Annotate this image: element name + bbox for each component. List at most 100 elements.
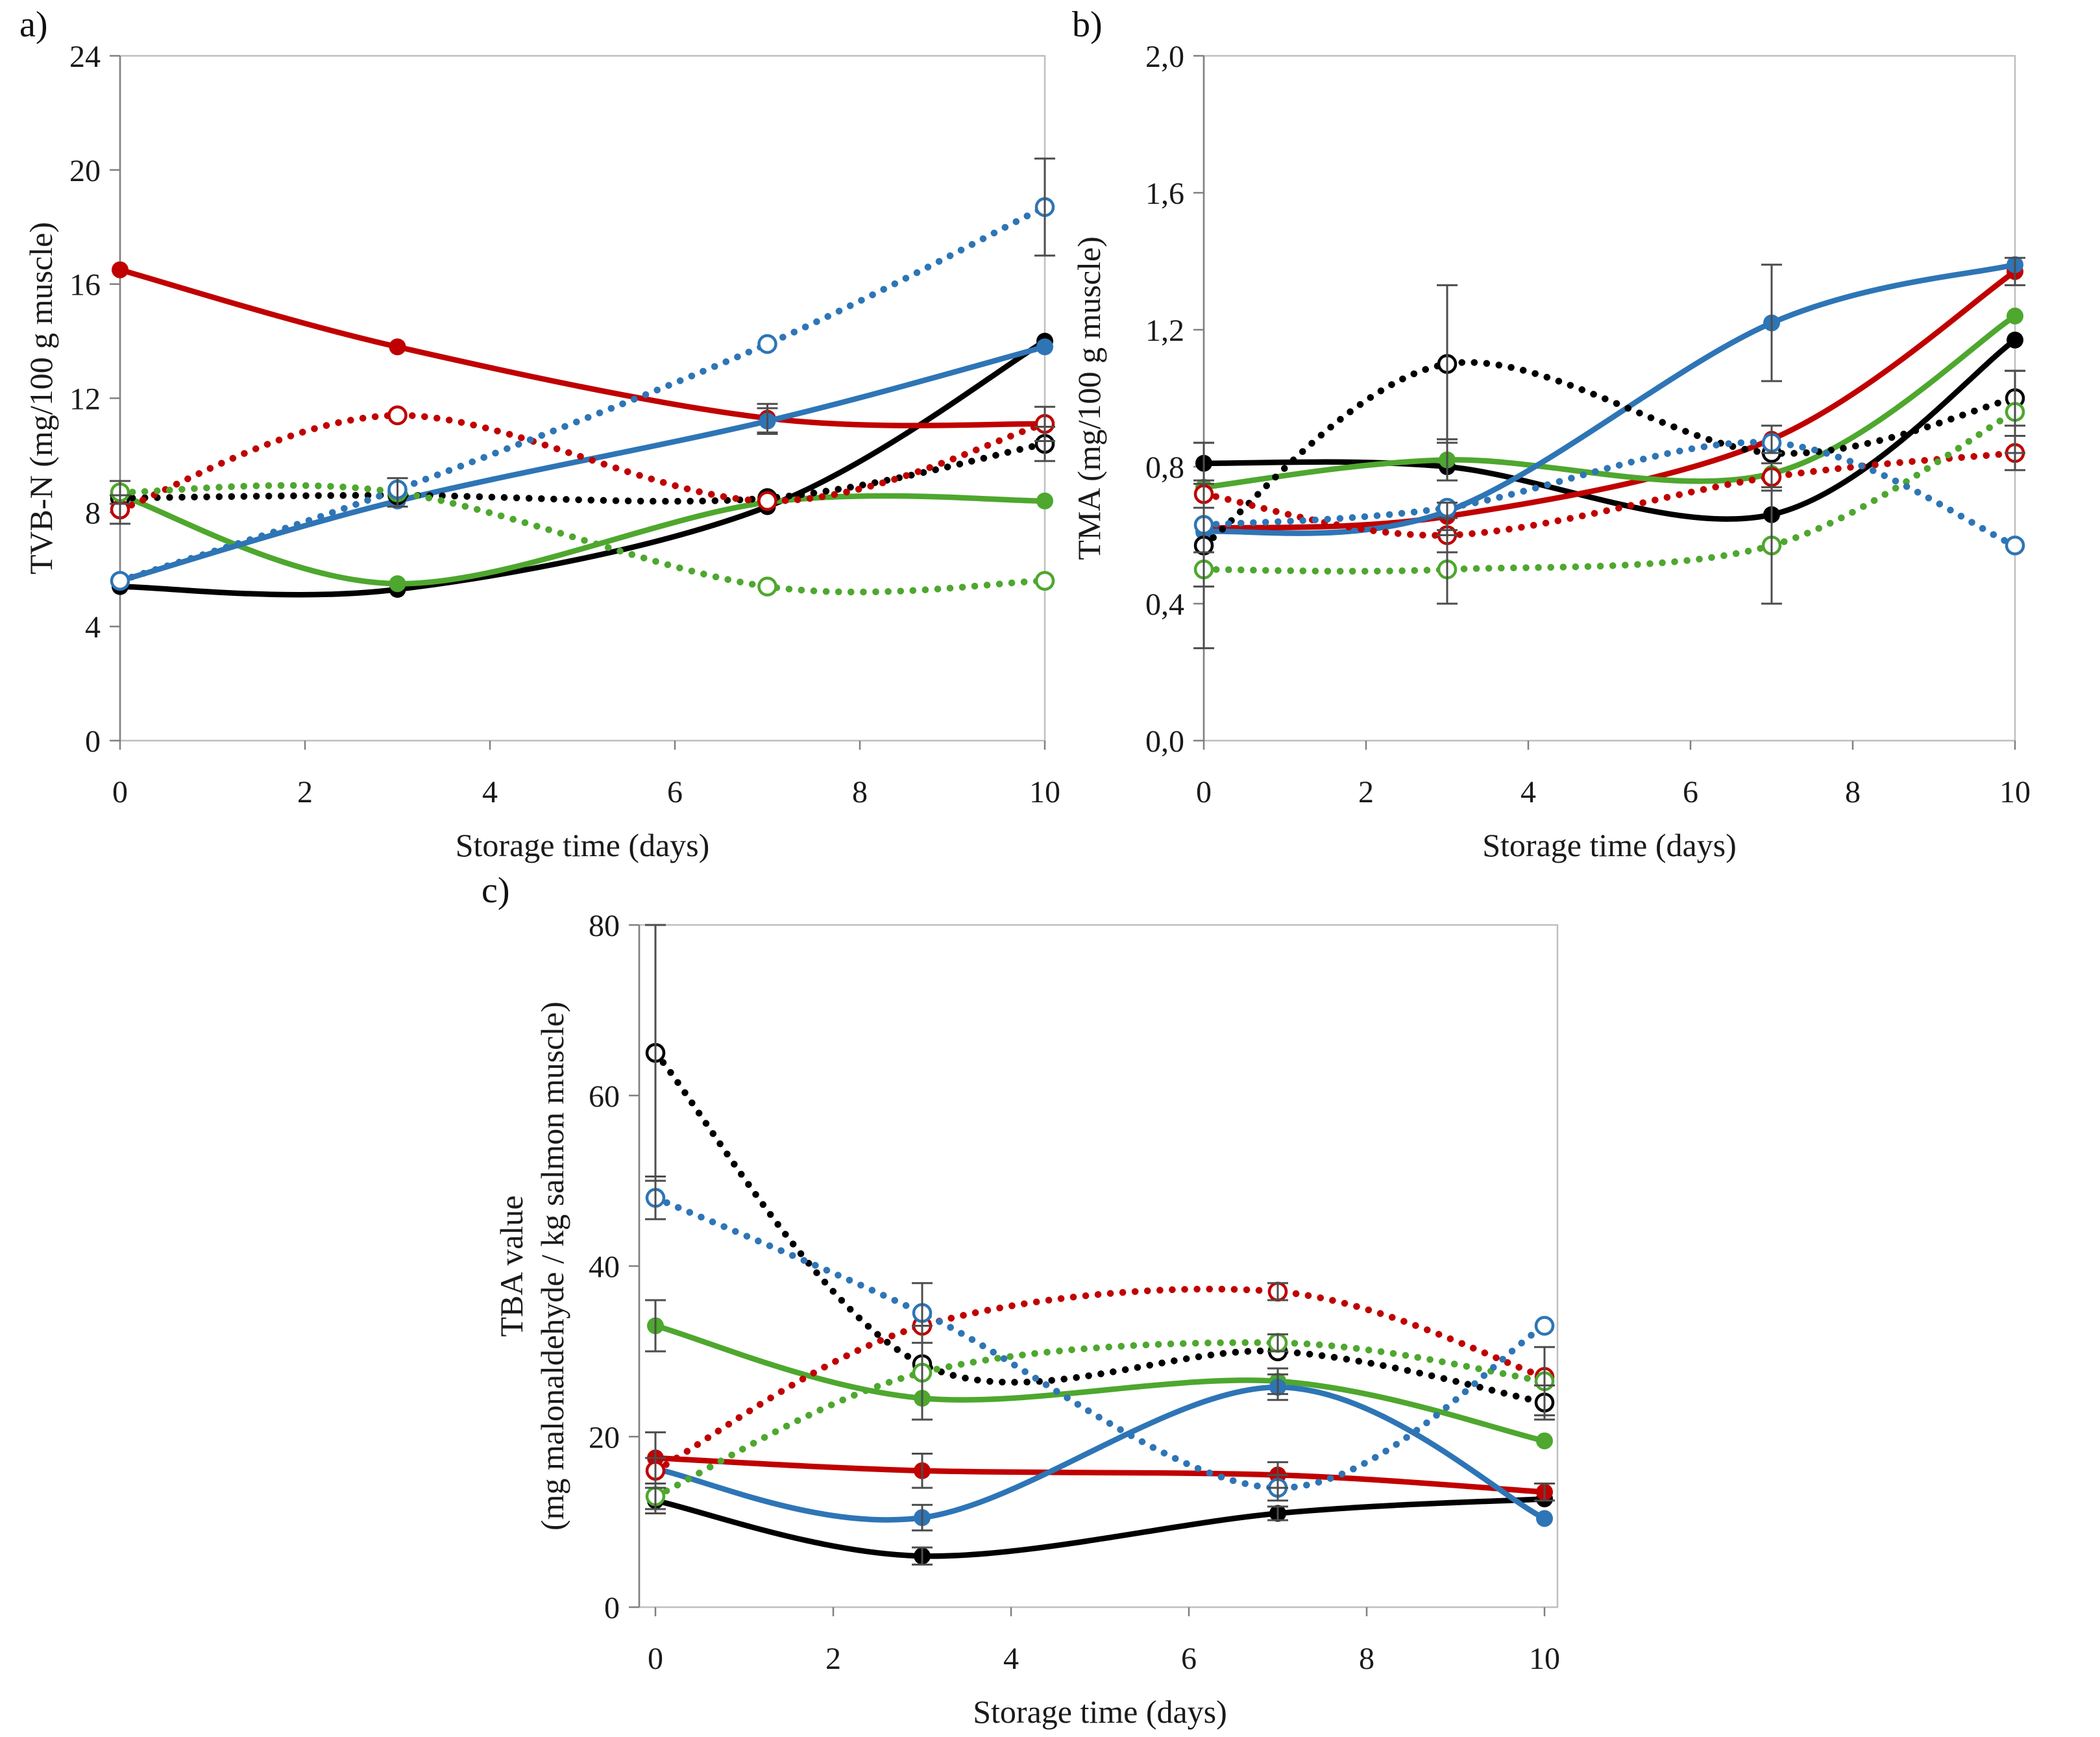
marker-a-red-solid-day3 bbox=[389, 338, 406, 356]
series-line-green-dotted bbox=[116, 482, 1049, 596]
chart-tma: 0,0 0,4 0,8 1,2 1,6 2,0 0 2 4 6 8 10 Storage time (d… bbox=[1071, 40, 2031, 863]
panel-label-c: c) bbox=[482, 870, 510, 911]
series-line-blue-solid bbox=[1201, 262, 2018, 536]
series-line-black-dotted bbox=[1200, 359, 2019, 549]
error-bar-a-red-dotted-10 bbox=[1034, 406, 1055, 442]
y-tick-label: 2,0 bbox=[1145, 40, 1184, 74]
x-tick-label: 0 bbox=[112, 775, 128, 809]
x-tick-label: 8 bbox=[1845, 775, 1861, 809]
error-bar-c-green-dotted-0 bbox=[645, 1483, 666, 1510]
error-bar-b-green-dotted-10 bbox=[2005, 369, 2025, 454]
marker-c-green-solid-day10 bbox=[1536, 1432, 1553, 1449]
marker-a-red-dotted-day3 bbox=[387, 405, 408, 426]
error-bar-b-green-dotted-0 bbox=[1193, 551, 1214, 588]
x-tick-label: 4 bbox=[482, 775, 498, 809]
series-c-black-solid bbox=[647, 1490, 1553, 1565]
x-tick-label: 10 bbox=[1999, 775, 2031, 809]
series-line-black-dotted bbox=[652, 1049, 1548, 1406]
x-tick-label: 0 bbox=[648, 1642, 663, 1676]
marker-a-red-dotted-day7 bbox=[757, 491, 777, 511]
series-line-red-solid bbox=[117, 267, 1048, 428]
error-bar-b-green-dotted-3 bbox=[1437, 534, 1458, 605]
marker-a-green-dotted-day10 bbox=[1034, 571, 1055, 591]
series-a-blue-dotted bbox=[110, 197, 1055, 591]
y-axis-label-c-0: TBA value bbox=[493, 1195, 530, 1337]
marker-a-green-solid-day10 bbox=[1036, 492, 1053, 510]
series-b-green-dotted bbox=[1193, 402, 2025, 580]
series-line-green-solid bbox=[652, 1323, 1548, 1444]
y-tick-label: 1,2 bbox=[1145, 314, 1184, 348]
y-axis-label-c-1: (mg malonaldehyde / kg salmon muscle) bbox=[534, 1002, 570, 1531]
error-bar-b-red-solid-7 bbox=[1761, 425, 1782, 454]
error-bar-c-blue-dotted-3 bbox=[912, 1282, 933, 1344]
panel-label-b: b) bbox=[1072, 5, 1103, 45]
error-bar-c-red-solid-3 bbox=[912, 1453, 933, 1489]
error-bar-c-blue-solid-3 bbox=[912, 1503, 933, 1532]
series-b-blue-dotted bbox=[1193, 432, 2025, 556]
series-line-red-solid bbox=[1201, 269, 2018, 532]
plot-area-a bbox=[119, 55, 1046, 742]
series-line-red-dotted bbox=[652, 1285, 1548, 1475]
chart-tba: 0 20 40 60 80 0 2 4 6 8 10 Storage time (days) TBA v… bbox=[493, 909, 1560, 1730]
error-bar-c-blue-dotted-0 bbox=[645, 1176, 666, 1220]
error-bar-b-black-dotted-3 bbox=[1437, 284, 1458, 444]
y-tick-label: 0,4 bbox=[1145, 587, 1184, 622]
series-line-red-dotted bbox=[116, 412, 1049, 513]
error-bar-b-black-dotted-0 bbox=[1193, 441, 1214, 650]
plot-area-b bbox=[1203, 55, 2016, 742]
y-axis-label-a-0: TVB-N (mg/100 g muscle) bbox=[23, 222, 59, 574]
y-tick-label: 40 bbox=[589, 1250, 620, 1285]
y-axis-a: 0 4 8 12 16 20 24 bbox=[69, 40, 120, 759]
x-axis-b: 0 2 4 6 8 10 bbox=[1196, 741, 2031, 809]
y-tick-label: 80 bbox=[589, 909, 620, 943]
x-axis-a: 0 2 4 6 8 10 bbox=[112, 741, 1060, 809]
y-axis-c: 0 20 40 60 80 bbox=[589, 909, 639, 1625]
marker-a-blue-dotted-day0 bbox=[110, 571, 130, 591]
error-bar-a-green-dotted-3 bbox=[387, 477, 408, 508]
marker-b-blue-dotted-day10 bbox=[2005, 536, 2025, 556]
panel-label-a: a) bbox=[19, 5, 48, 45]
series-a-black-solid bbox=[112, 332, 1053, 598]
y-tick-label: 24 bbox=[69, 40, 101, 74]
y-tick-label: 0 bbox=[604, 1591, 620, 1625]
series-line-green-solid bbox=[1201, 313, 2018, 490]
y-tick-label: 20 bbox=[589, 1420, 620, 1455]
error-bar-b-green-dotted-7 bbox=[1761, 486, 1782, 605]
y-axis-label-b-0: TMA (mg/100 g muscle) bbox=[1071, 236, 1107, 560]
error-bar-c-blue-dotted-7 bbox=[1267, 1473, 1288, 1502]
error-bar-c-green-dotted-7 bbox=[1267, 1333, 1288, 1353]
error-bar-a-green-dotted-0 bbox=[110, 480, 130, 505]
error-bar-b-red-dotted-0 bbox=[1193, 479, 1214, 509]
series-line-black-solid bbox=[652, 1496, 1548, 1559]
x-tick-label: 8 bbox=[1359, 1642, 1374, 1676]
x-tick-label: 2 bbox=[825, 1642, 841, 1676]
marker-a-green-solid-day3 bbox=[389, 575, 406, 593]
x-tick-label: 2 bbox=[1358, 775, 1374, 809]
error-bar-b-blue-solid-7 bbox=[1761, 264, 1782, 382]
x-axis-label-a: Storage time (days) bbox=[456, 827, 710, 863]
error-bar-a-blue-solid-7 bbox=[757, 407, 778, 435]
error-bar-c-blue-solid-7 bbox=[1267, 1373, 1288, 1401]
error-bar-c-green-solid-0 bbox=[645, 1299, 666, 1353]
series-c-red-solid bbox=[647, 1449, 1553, 1501]
y-tick-label: 12 bbox=[69, 382, 101, 417]
y-tick-label: 0,0 bbox=[1145, 724, 1184, 759]
series-line-blue-dotted bbox=[116, 203, 1049, 585]
error-bar-a-blue-dotted-10 bbox=[1034, 157, 1055, 257]
error-bar-b-red-solid-10 bbox=[2005, 256, 2025, 286]
y-tick-label: 1,6 bbox=[1145, 177, 1184, 211]
error-bar-c-black-solid-7 bbox=[1267, 1505, 1288, 1521]
x-tick-label: 6 bbox=[1683, 775, 1698, 809]
series-b-red-solid bbox=[1195, 263, 2023, 537]
marker-b-black-solid-day10 bbox=[2007, 331, 2023, 349]
y-tick-label: 8 bbox=[85, 496, 101, 530]
x-tick-label: 2 bbox=[297, 775, 313, 809]
y-tick-label: 60 bbox=[589, 1079, 620, 1114]
y-tick-label: 4 bbox=[85, 610, 101, 645]
series-line-blue-solid bbox=[117, 344, 1048, 584]
x-tick-label: 10 bbox=[1529, 1642, 1560, 1676]
marker-b-green-solid-day10 bbox=[2007, 307, 2023, 325]
error-bar-c-red-solid-10 bbox=[1534, 1483, 1555, 1502]
